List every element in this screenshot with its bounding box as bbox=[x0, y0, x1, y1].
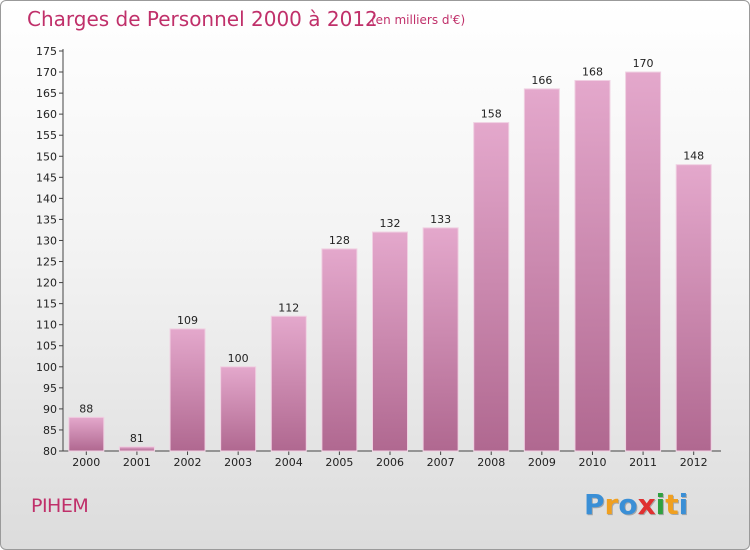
logo-letter: r bbox=[604, 488, 619, 521]
y-tick-label: 160 bbox=[36, 108, 57, 121]
bar-value-label: 81 bbox=[130, 432, 144, 445]
y-tick-label: 105 bbox=[36, 340, 57, 353]
x-tick-label: 2000 bbox=[72, 456, 100, 469]
x-tick-label: 2011 bbox=[629, 456, 657, 469]
y-tick-label: 165 bbox=[36, 87, 57, 100]
bar bbox=[574, 79, 611, 452]
y-tick-label: 120 bbox=[36, 277, 57, 290]
bar bbox=[675, 164, 712, 452]
y-tick-label: 80 bbox=[43, 445, 57, 458]
x-tick-label: 2012 bbox=[680, 456, 708, 469]
bar-value-label: 88 bbox=[79, 402, 93, 415]
x-tick-label: 2009 bbox=[528, 456, 556, 469]
bar bbox=[68, 416, 105, 452]
x-tick-label: 2006 bbox=[376, 456, 404, 469]
x-tick-label: 2002 bbox=[174, 456, 202, 469]
y-tick-label: 175 bbox=[36, 45, 57, 58]
bar-value-label: 166 bbox=[531, 74, 552, 87]
x-tick-label: 2005 bbox=[325, 456, 353, 469]
commune-name: PIHEM bbox=[31, 495, 89, 517]
logo-letter: i bbox=[655, 488, 666, 521]
chart-title: Charges de Personnel 2000 à 2012 bbox=[27, 7, 378, 31]
bar bbox=[321, 248, 358, 452]
bar-value-label: 133 bbox=[430, 213, 451, 226]
y-tick-label: 150 bbox=[36, 150, 57, 163]
logo-letter: o bbox=[618, 488, 638, 521]
x-tick-label: 2010 bbox=[578, 456, 606, 469]
y-tick-label: 125 bbox=[36, 256, 57, 269]
y-tick-label: 115 bbox=[36, 298, 57, 311]
bar-value-label: 112 bbox=[278, 301, 299, 314]
logo-letter: x bbox=[637, 488, 656, 521]
y-tick-label: 100 bbox=[36, 361, 57, 374]
x-tick-label: 2003 bbox=[224, 456, 252, 469]
logo-letter: i bbox=[678, 488, 689, 521]
y-tick-label: 170 bbox=[36, 66, 57, 79]
bar-value-label: 100 bbox=[228, 352, 249, 365]
bar-value-label: 158 bbox=[481, 108, 502, 121]
bar-value-label: 109 bbox=[177, 314, 198, 327]
bar bbox=[473, 122, 510, 452]
chart-subtitle: (en milliers d'€) bbox=[371, 13, 466, 27]
logo-letter: P bbox=[584, 488, 605, 521]
bar bbox=[625, 71, 662, 452]
bar bbox=[523, 88, 560, 452]
bar bbox=[372, 231, 408, 452]
y-tick-label: 155 bbox=[36, 129, 57, 142]
x-tick-label: 2001 bbox=[123, 456, 151, 469]
bar-value-label: 170 bbox=[633, 57, 654, 70]
y-tick-label: 95 bbox=[43, 382, 57, 395]
logo-letter: t bbox=[665, 488, 679, 521]
x-tick-label: 2007 bbox=[427, 456, 455, 469]
y-tick-label: 145 bbox=[36, 171, 57, 184]
y-tick-label: 110 bbox=[36, 319, 57, 332]
bar bbox=[220, 366, 257, 452]
x-tick-label: 2004 bbox=[275, 456, 303, 469]
x-tick-label: 2008 bbox=[477, 456, 505, 469]
chart-axes: 80 85 90 95 100 105 110 115 120 125 130 135 140 145 15… bbox=[36, 45, 721, 469]
proxiti-logo[interactable]: Proxiti bbox=[584, 488, 688, 521]
bar-value-label: 128 bbox=[329, 234, 350, 247]
bar-value-label: 148 bbox=[683, 150, 704, 163]
bar-value-label: 132 bbox=[380, 217, 401, 230]
bar bbox=[270, 315, 307, 452]
y-tick-label: 130 bbox=[36, 234, 57, 247]
y-tick-label: 90 bbox=[43, 403, 57, 416]
y-tick-label: 135 bbox=[36, 213, 57, 226]
bar bbox=[169, 328, 206, 452]
bar bbox=[118, 446, 155, 452]
y-tick-label: 85 bbox=[43, 424, 57, 437]
chart-bars: 88 81 109 100 112 128 132 133 158 166 168 170 148 bbox=[68, 57, 712, 452]
bar bbox=[422, 227, 459, 452]
bar-value-label: 168 bbox=[582, 65, 603, 78]
y-tick-label: 140 bbox=[36, 192, 57, 205]
